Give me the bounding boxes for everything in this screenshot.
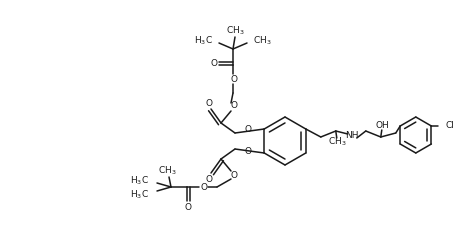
Text: OH: OH: [376, 122, 390, 131]
Text: H$_3$C: H$_3$C: [130, 189, 149, 201]
Text: O: O: [230, 101, 237, 110]
Text: Cl: Cl: [445, 122, 454, 131]
Text: CH$_3$: CH$_3$: [253, 35, 272, 47]
Text: CH$_3$: CH$_3$: [329, 136, 347, 148]
Text: H$_3$C: H$_3$C: [194, 35, 213, 47]
Text: O: O: [244, 126, 251, 135]
Text: NH: NH: [345, 131, 358, 140]
Text: O: O: [201, 182, 207, 191]
Text: O: O: [206, 174, 213, 184]
Text: H$_3$C: H$_3$C: [130, 175, 149, 187]
Text: O: O: [211, 59, 218, 68]
Text: O: O: [244, 148, 251, 156]
Text: O: O: [185, 202, 191, 211]
Text: O: O: [230, 76, 237, 84]
Text: CH$_3$: CH$_3$: [226, 25, 244, 37]
Text: O: O: [230, 172, 237, 181]
Text: O: O: [206, 98, 213, 108]
Text: CH$_3$: CH$_3$: [158, 165, 176, 177]
